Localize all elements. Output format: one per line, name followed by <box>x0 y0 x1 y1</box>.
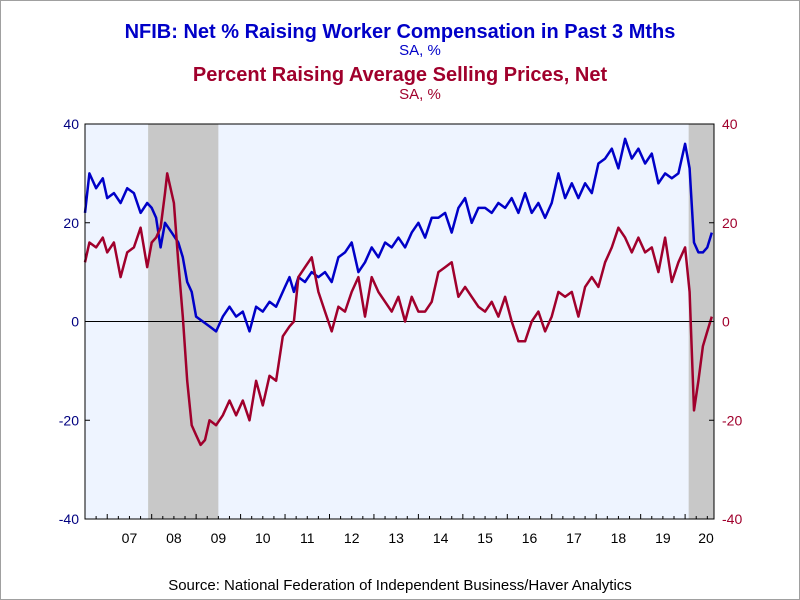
y-tick-label-right: 20 <box>722 215 738 231</box>
x-tick-label: 19 <box>655 530 671 546</box>
x-tick-label: 09 <box>211 530 227 546</box>
chart-subtitle-2: SA, % <box>399 86 441 103</box>
x-tick-label: 18 <box>611 530 627 546</box>
y-tick-label-right: 0 <box>722 314 730 330</box>
y-tick-label-left: 20 <box>63 215 79 231</box>
y-tick-label-right: -40 <box>722 511 742 527</box>
chart-subtitle-1: SA, % <box>399 42 441 59</box>
y-tick-label-left: -20 <box>59 412 79 428</box>
x-tick-label: 07 <box>122 530 138 546</box>
x-tick-label: 14 <box>433 530 449 546</box>
x-tick-label: 13 <box>388 530 404 546</box>
chart-title-2: Percent Raising Average Selling Prices, … <box>192 64 608 86</box>
y-tick-label-left: 0 <box>71 314 79 330</box>
x-tick-label: 20 <box>698 530 714 546</box>
x-tick-label: 12 <box>344 530 360 546</box>
x-tick-label: 10 <box>255 530 271 546</box>
x-tick-label: 15 <box>477 530 493 546</box>
x-tick-label: 08 <box>166 530 182 546</box>
chart-title-1: NFIB: Net % Raising Worker Compensation … <box>124 21 676 43</box>
x-tick-label: 16 <box>522 530 538 546</box>
y-tick-label-left: 40 <box>63 116 79 132</box>
x-tick-label: 17 <box>566 530 582 546</box>
y-tick-label-right: 40 <box>722 116 738 132</box>
series-line-1 <box>83 137 713 333</box>
series-line-2 <box>83 172 713 447</box>
source-note: Source: National Federation of Independe… <box>168 577 632 594</box>
y-tick-label-right: -20 <box>722 412 742 428</box>
x-tick-label: 11 <box>300 530 315 546</box>
y-tick-label-left: -40 <box>59 511 79 527</box>
